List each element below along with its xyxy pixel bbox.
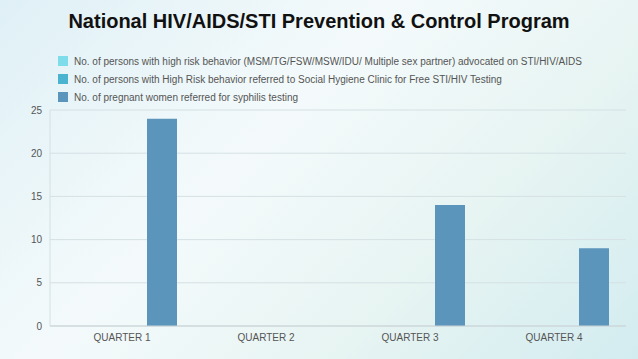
html-text:No. of persons with High Risk: No. of persons with High Risk behavior r… [74, 73, 502, 85]
svg-text:QUARTER 2: QUARTER 2 [237, 332, 294, 343]
svg-text:15: 15 [31, 191, 43, 202]
svg-text:5: 5 [36, 277, 42, 288]
svg-text:0: 0 [36, 321, 42, 332]
svg-text:20: 20 [31, 148, 43, 159]
svg-text:25: 25 [31, 105, 43, 116]
svg-text:QUARTER 4: QUARTER 4 [525, 332, 582, 343]
svg-text:10: 10 [31, 234, 43, 245]
html-text:No. of persons with high risk: No. of persons with high risk behavior (… [74, 55, 582, 67]
html-text:No. of pregnant women referred: No. of pregnant women referred for syphi… [74, 91, 298, 103]
svg-text:QUARTER 1: QUARTER 1 [93, 332, 150, 343]
svg-text:QUARTER 3: QUARTER 3 [381, 332, 438, 343]
html-text:National HIV/AIDS/STI Preventi: National HIV/AIDS/STI Prevention & Contr… [68, 10, 570, 32]
